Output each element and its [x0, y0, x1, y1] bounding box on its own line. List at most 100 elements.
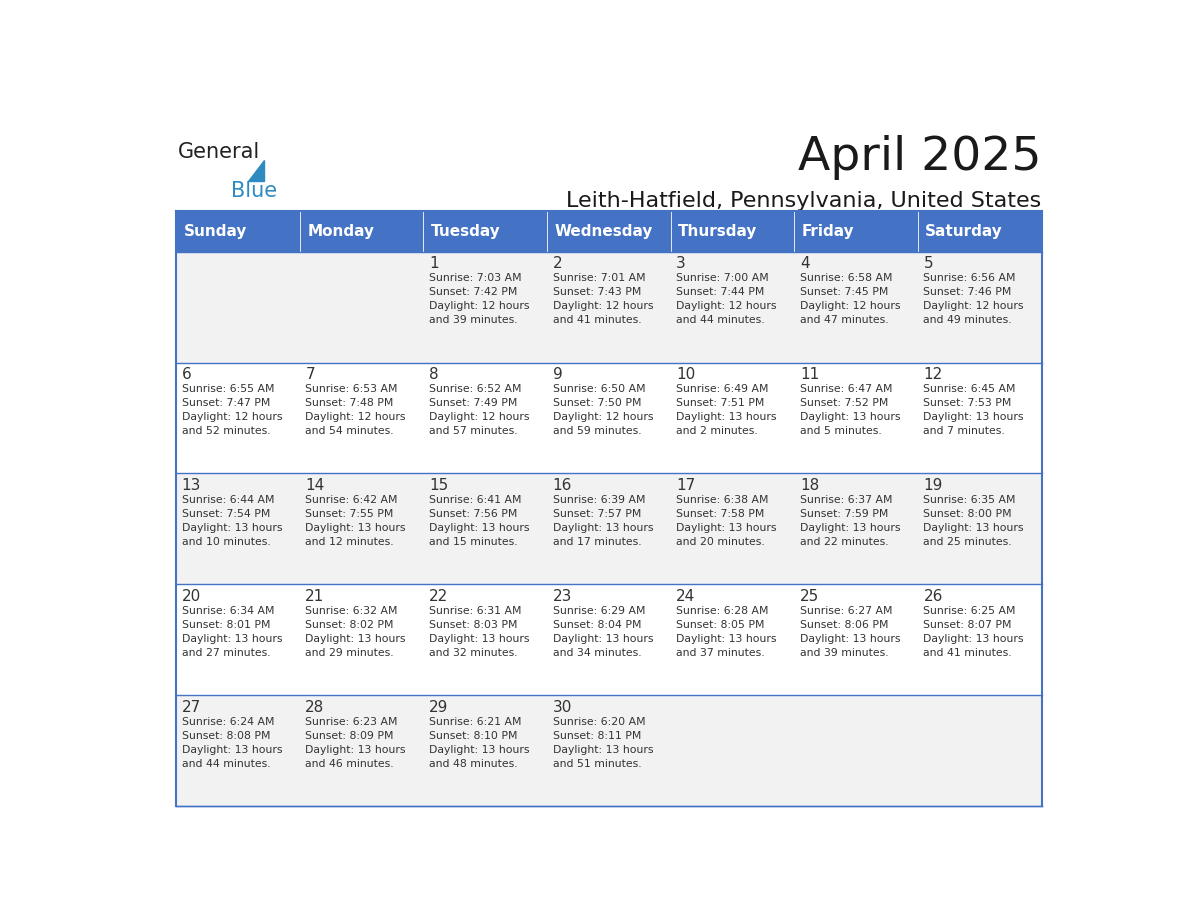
Bar	[423, 696, 546, 806]
Text: Wednesday: Wednesday	[555, 224, 653, 239]
Bar	[546, 696, 671, 806]
Polygon shape	[248, 160, 264, 181]
Bar	[546, 363, 671, 474]
Bar	[299, 696, 423, 806]
Bar	[176, 252, 299, 363]
Bar	[299, 474, 423, 585]
Text: Thursday: Thursday	[678, 224, 758, 239]
Text: 28: 28	[305, 700, 324, 715]
Text: Sunrise: 6:24 AM
Sunset: 8:08 PM
Daylight: 13 hours
and 44 minutes.: Sunrise: 6:24 AM Sunset: 8:08 PM Dayligh…	[182, 717, 282, 768]
Text: 18: 18	[800, 478, 819, 494]
Text: 13: 13	[182, 478, 201, 494]
Text: Sunrise: 6:20 AM
Sunset: 8:11 PM
Daylight: 13 hours
and 51 minutes.: Sunrise: 6:20 AM Sunset: 8:11 PM Dayligh…	[552, 717, 653, 768]
Text: Sunrise: 7:03 AM
Sunset: 7:42 PM
Daylight: 12 hours
and 39 minutes.: Sunrise: 7:03 AM Sunset: 7:42 PM Dayligh…	[429, 273, 530, 325]
Text: 10: 10	[676, 367, 695, 383]
Text: 26: 26	[923, 589, 943, 604]
Text: April 2025: April 2025	[798, 135, 1042, 180]
Text: Sunrise: 6:45 AM
Sunset: 7:53 PM
Daylight: 13 hours
and 7 minutes.: Sunrise: 6:45 AM Sunset: 7:53 PM Dayligh…	[923, 384, 1024, 436]
Text: Sunrise: 6:37 AM
Sunset: 7:59 PM
Daylight: 13 hours
and 22 minutes.: Sunrise: 6:37 AM Sunset: 7:59 PM Dayligh…	[800, 495, 901, 547]
Text: Sunrise: 6:29 AM
Sunset: 8:04 PM
Daylight: 13 hours
and 34 minutes.: Sunrise: 6:29 AM Sunset: 8:04 PM Dayligh…	[552, 606, 653, 657]
Bar	[671, 696, 795, 806]
Bar	[795, 210, 918, 252]
Text: Sunday: Sunday	[183, 224, 247, 239]
Text: Sunrise: 6:47 AM
Sunset: 7:52 PM
Daylight: 13 hours
and 5 minutes.: Sunrise: 6:47 AM Sunset: 7:52 PM Dayligh…	[800, 384, 901, 436]
Bar	[546, 474, 671, 585]
Text: Tuesday: Tuesday	[431, 224, 500, 239]
Bar	[423, 363, 546, 474]
Text: Sunrise: 6:44 AM
Sunset: 7:54 PM
Daylight: 13 hours
and 10 minutes.: Sunrise: 6:44 AM Sunset: 7:54 PM Dayligh…	[182, 495, 282, 547]
Bar	[795, 363, 918, 474]
Text: Sunrise: 6:34 AM
Sunset: 8:01 PM
Daylight: 13 hours
and 27 minutes.: Sunrise: 6:34 AM Sunset: 8:01 PM Dayligh…	[182, 606, 282, 657]
Text: 3: 3	[676, 256, 685, 272]
Bar	[546, 585, 671, 696]
Text: 8: 8	[429, 367, 438, 383]
Text: 19: 19	[923, 478, 943, 494]
Bar	[423, 585, 546, 696]
Text: Sunrise: 6:53 AM
Sunset: 7:48 PM
Daylight: 12 hours
and 54 minutes.: Sunrise: 6:53 AM Sunset: 7:48 PM Dayligh…	[305, 384, 406, 436]
Bar	[918, 474, 1042, 585]
Text: 24: 24	[676, 589, 695, 604]
Text: 20: 20	[182, 589, 201, 604]
Bar	[423, 474, 546, 585]
Text: Sunrise: 7:01 AM
Sunset: 7:43 PM
Daylight: 12 hours
and 41 minutes.: Sunrise: 7:01 AM Sunset: 7:43 PM Dayligh…	[552, 273, 653, 325]
Text: General: General	[178, 142, 260, 162]
Text: Sunrise: 6:56 AM
Sunset: 7:46 PM
Daylight: 12 hours
and 49 minutes.: Sunrise: 6:56 AM Sunset: 7:46 PM Dayligh…	[923, 273, 1024, 325]
Text: Sunrise: 6:58 AM
Sunset: 7:45 PM
Daylight: 12 hours
and 47 minutes.: Sunrise: 6:58 AM Sunset: 7:45 PM Dayligh…	[800, 273, 901, 325]
Text: 14: 14	[305, 478, 324, 494]
Text: 27: 27	[182, 700, 201, 715]
Text: 22: 22	[429, 589, 448, 604]
Text: Sunrise: 6:31 AM
Sunset: 8:03 PM
Daylight: 13 hours
and 32 minutes.: Sunrise: 6:31 AM Sunset: 8:03 PM Dayligh…	[429, 606, 530, 657]
Text: Blue: Blue	[232, 181, 278, 201]
Text: 6: 6	[182, 367, 191, 383]
Bar	[671, 474, 795, 585]
Bar	[671, 363, 795, 474]
Bar	[918, 252, 1042, 363]
Text: Sunrise: 6:21 AM
Sunset: 8:10 PM
Daylight: 13 hours
and 48 minutes.: Sunrise: 6:21 AM Sunset: 8:10 PM Dayligh…	[429, 717, 530, 768]
Text: Sunrise: 6:55 AM
Sunset: 7:47 PM
Daylight: 12 hours
and 52 minutes.: Sunrise: 6:55 AM Sunset: 7:47 PM Dayligh…	[182, 384, 282, 436]
Text: Sunrise: 6:39 AM
Sunset: 7:57 PM
Daylight: 13 hours
and 17 minutes.: Sunrise: 6:39 AM Sunset: 7:57 PM Dayligh…	[552, 495, 653, 547]
Text: 7: 7	[305, 367, 315, 383]
Text: Sunrise: 6:28 AM
Sunset: 8:05 PM
Daylight: 13 hours
and 37 minutes.: Sunrise: 6:28 AM Sunset: 8:05 PM Dayligh…	[676, 606, 777, 657]
Bar	[423, 252, 546, 363]
Text: 15: 15	[429, 478, 448, 494]
Bar	[423, 210, 546, 252]
Bar	[671, 585, 795, 696]
Text: 11: 11	[800, 367, 819, 383]
Text: Saturday: Saturday	[925, 224, 1003, 239]
Bar	[299, 210, 423, 252]
Bar	[546, 210, 671, 252]
Text: Monday: Monday	[308, 224, 374, 239]
Bar	[795, 585, 918, 696]
Bar	[299, 585, 423, 696]
Text: 5: 5	[923, 256, 933, 272]
Bar	[918, 585, 1042, 696]
Text: Sunrise: 6:38 AM
Sunset: 7:58 PM
Daylight: 13 hours
and 20 minutes.: Sunrise: 6:38 AM Sunset: 7:58 PM Dayligh…	[676, 495, 777, 547]
Text: 30: 30	[552, 700, 571, 715]
Text: Sunrise: 6:23 AM
Sunset: 8:09 PM
Daylight: 13 hours
and 46 minutes.: Sunrise: 6:23 AM Sunset: 8:09 PM Dayligh…	[305, 717, 406, 768]
Bar	[671, 210, 795, 252]
Bar	[918, 210, 1042, 252]
Bar	[176, 474, 299, 585]
Text: 12: 12	[923, 367, 943, 383]
Bar	[918, 696, 1042, 806]
Text: Sunrise: 6:25 AM
Sunset: 8:07 PM
Daylight: 13 hours
and 41 minutes.: Sunrise: 6:25 AM Sunset: 8:07 PM Dayligh…	[923, 606, 1024, 657]
Bar	[299, 363, 423, 474]
Text: 16: 16	[552, 478, 571, 494]
Text: 9: 9	[552, 367, 562, 383]
Text: 1: 1	[429, 256, 438, 272]
Text: Sunrise: 6:42 AM
Sunset: 7:55 PM
Daylight: 13 hours
and 12 minutes.: Sunrise: 6:42 AM Sunset: 7:55 PM Dayligh…	[305, 495, 406, 547]
Bar	[918, 363, 1042, 474]
Text: Sunrise: 6:52 AM
Sunset: 7:49 PM
Daylight: 12 hours
and 57 minutes.: Sunrise: 6:52 AM Sunset: 7:49 PM Dayligh…	[429, 384, 530, 436]
Bar	[176, 363, 299, 474]
Text: Sunrise: 6:50 AM
Sunset: 7:50 PM
Daylight: 12 hours
and 59 minutes.: Sunrise: 6:50 AM Sunset: 7:50 PM Dayligh…	[552, 384, 653, 436]
Text: Leith-Hatfield, Pennsylvania, United States: Leith-Hatfield, Pennsylvania, United Sta…	[567, 192, 1042, 211]
Text: 23: 23	[552, 589, 571, 604]
Text: 17: 17	[676, 478, 695, 494]
Text: Friday: Friday	[802, 224, 854, 239]
Text: 2: 2	[552, 256, 562, 272]
Text: Sunrise: 6:41 AM
Sunset: 7:56 PM
Daylight: 13 hours
and 15 minutes.: Sunrise: 6:41 AM Sunset: 7:56 PM Dayligh…	[429, 495, 530, 547]
Bar	[546, 252, 671, 363]
Text: 21: 21	[305, 589, 324, 604]
Text: Sunrise: 7:00 AM
Sunset: 7:44 PM
Daylight: 12 hours
and 44 minutes.: Sunrise: 7:00 AM Sunset: 7:44 PM Dayligh…	[676, 273, 777, 325]
Text: 25: 25	[800, 589, 819, 604]
